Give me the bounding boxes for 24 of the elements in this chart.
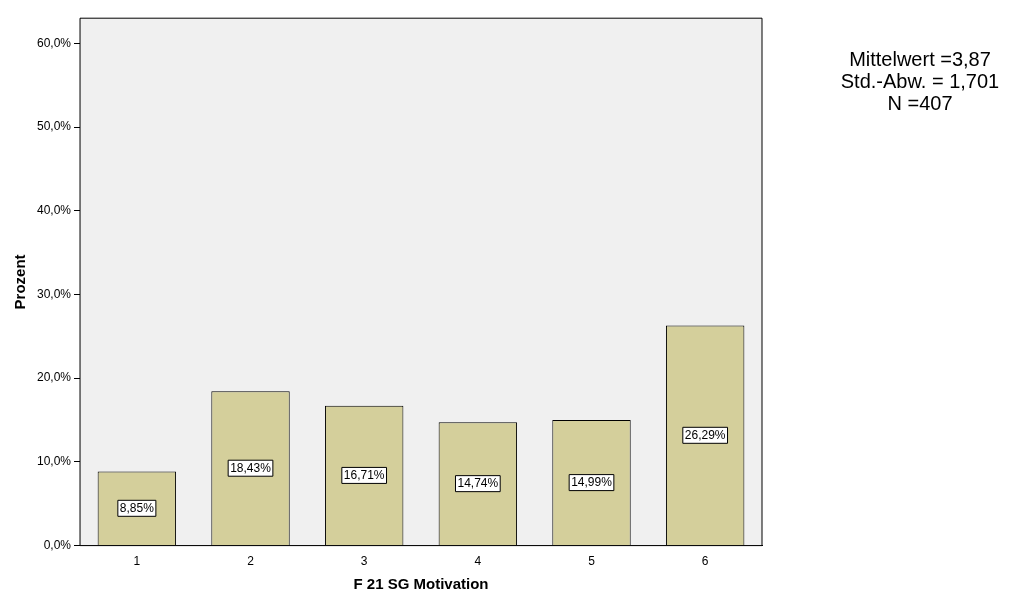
y-tick-label: 10,0% bbox=[36, 454, 72, 469]
x-tick-label: 4 bbox=[474, 554, 482, 569]
data-label: 16,71% bbox=[343, 467, 385, 482]
x-tick-label: 5 bbox=[588, 554, 596, 569]
data-label: 14,99% bbox=[571, 474, 613, 489]
x-tick-label: 1 bbox=[133, 554, 141, 569]
data-label: 8,85% bbox=[119, 500, 155, 515]
x-tick-label: 3 bbox=[360, 554, 368, 569]
y-axis-title: Prozent bbox=[11, 254, 29, 310]
y-tick-label: 30,0% bbox=[36, 286, 72, 301]
data-label: 26,29% bbox=[684, 427, 726, 442]
text: Mittelwert =3,87 bbox=[849, 47, 991, 70]
y-tick-label: 0,0% bbox=[43, 537, 72, 552]
data-label: 18,43% bbox=[230, 460, 272, 475]
y-tick-label: 60,0% bbox=[36, 35, 72, 50]
data-label: 14,74% bbox=[457, 475, 499, 490]
x-axis-title: F 21 SG Motivation bbox=[353, 575, 489, 593]
x-tick-label: 6 bbox=[701, 554, 709, 569]
y-tick-label: 50,0% bbox=[36, 119, 72, 134]
x-tick-label: 2 bbox=[247, 554, 255, 569]
text: Std.-Abw. = 1,701 bbox=[840, 69, 1000, 92]
text: N =407 bbox=[887, 91, 953, 114]
y-tick-label: 20,0% bbox=[36, 370, 72, 385]
y-tick-label: 40,0% bbox=[36, 203, 72, 218]
